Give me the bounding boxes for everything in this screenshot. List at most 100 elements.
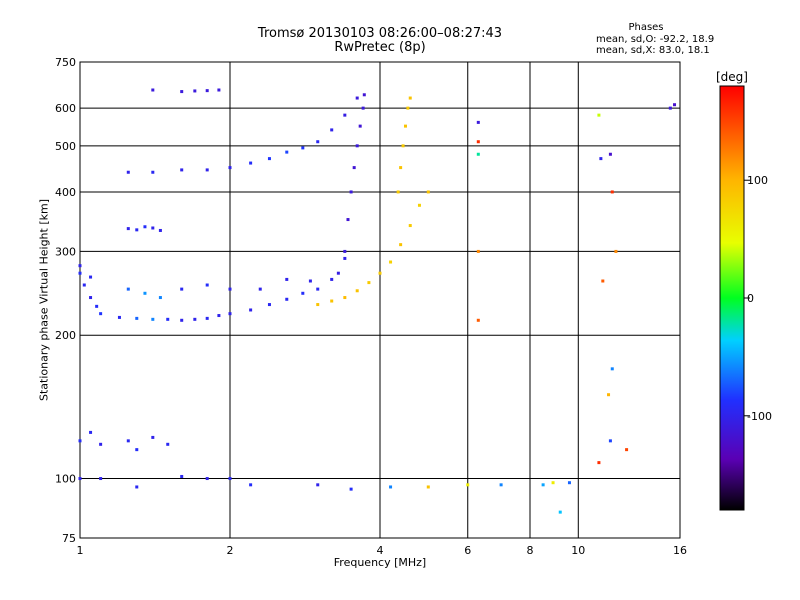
colorbar-unit-label: [deg] [716, 70, 748, 84]
x-tick-label: 6 [464, 544, 471, 557]
data-point [166, 442, 170, 446]
data-point [143, 291, 147, 295]
data-point [476, 249, 480, 253]
data-point [330, 299, 334, 303]
data-point [308, 279, 312, 283]
data-point [567, 481, 571, 485]
data-point [267, 303, 271, 307]
data-point [151, 317, 155, 321]
data-point [180, 318, 184, 322]
colorbar-tick-label: 0 [747, 292, 754, 305]
data-point [558, 510, 562, 514]
data-point [228, 477, 232, 481]
data-point [466, 483, 470, 487]
grid-lines [79, 61, 681, 539]
phases-heading: Phases [628, 22, 664, 33]
data-point [267, 157, 271, 161]
data-point [166, 317, 170, 321]
data-point [389, 485, 393, 489]
x-axis-label: Frequency [MHz] [333, 556, 427, 569]
data-point [217, 88, 221, 92]
data-point [316, 287, 320, 291]
data-point [343, 296, 347, 300]
data-point [205, 283, 209, 287]
data-point [99, 442, 103, 446]
data-point [135, 228, 139, 232]
x-tick-label: 4 [377, 544, 384, 557]
y-tick-label: 100 [55, 473, 76, 486]
data-point [476, 120, 480, 124]
data-point [343, 249, 347, 253]
data-point [352, 166, 356, 170]
data-point [205, 89, 209, 93]
phases-x-stats: mean, sd,X: 83.0, 18.1 [596, 45, 710, 56]
data-point [228, 166, 232, 170]
data-point [217, 314, 221, 318]
data-point [597, 461, 601, 465]
data-point [151, 435, 155, 439]
data-point [135, 316, 139, 320]
data-point [349, 190, 353, 194]
chart-title: Tromsø 20130103 08:26:00–08:27:43 [257, 26, 503, 41]
data-point [399, 243, 403, 247]
colorbar [719, 85, 745, 511]
data-point [228, 312, 232, 316]
data-point [403, 124, 407, 128]
data-point [417, 203, 421, 207]
data-point [389, 260, 393, 264]
data-point [396, 190, 400, 194]
data-point [551, 481, 555, 485]
data-point [355, 144, 359, 148]
data-point [193, 89, 197, 93]
data-point [399, 166, 403, 170]
data-point [668, 106, 672, 110]
data-point [89, 275, 93, 279]
data-point [476, 318, 480, 322]
data-point [205, 316, 209, 320]
data-point [205, 477, 209, 481]
data-point [541, 483, 545, 487]
data-point [358, 124, 362, 128]
data-point [361, 106, 365, 110]
data-point [249, 483, 253, 487]
x-tick-label: 1 [77, 544, 84, 557]
data-point [476, 140, 480, 144]
data-point [330, 277, 334, 281]
scatter-points [78, 88, 677, 514]
data-point [343, 256, 347, 260]
data-point [610, 367, 614, 371]
data-point [608, 152, 612, 156]
data-point [349, 487, 353, 491]
data-point [180, 90, 184, 94]
data-point [355, 96, 359, 100]
data-point [95, 304, 99, 308]
data-point [228, 287, 232, 291]
y-tick-label: 200 [55, 329, 76, 342]
data-point [301, 291, 305, 295]
data-point [126, 227, 130, 231]
data-point [406, 106, 410, 110]
data-point [117, 315, 121, 319]
data-point [126, 287, 130, 291]
data-point [89, 296, 93, 300]
data-point [316, 483, 320, 487]
data-point [597, 113, 601, 117]
data-point [99, 312, 103, 316]
data-point [316, 303, 320, 307]
data-point [285, 150, 289, 154]
colorbar-tick-label: -100 [747, 410, 772, 423]
data-point [205, 168, 209, 172]
data-point [599, 157, 603, 161]
data-point [126, 439, 130, 443]
data-point [180, 168, 184, 172]
data-point [158, 296, 162, 300]
y-tick-label: 300 [55, 245, 76, 258]
data-point [249, 161, 253, 165]
data-point [614, 249, 618, 253]
data-point [401, 144, 405, 148]
data-point [89, 430, 93, 434]
data-point [158, 228, 162, 232]
data-point [180, 474, 184, 478]
data-point [610, 190, 614, 194]
